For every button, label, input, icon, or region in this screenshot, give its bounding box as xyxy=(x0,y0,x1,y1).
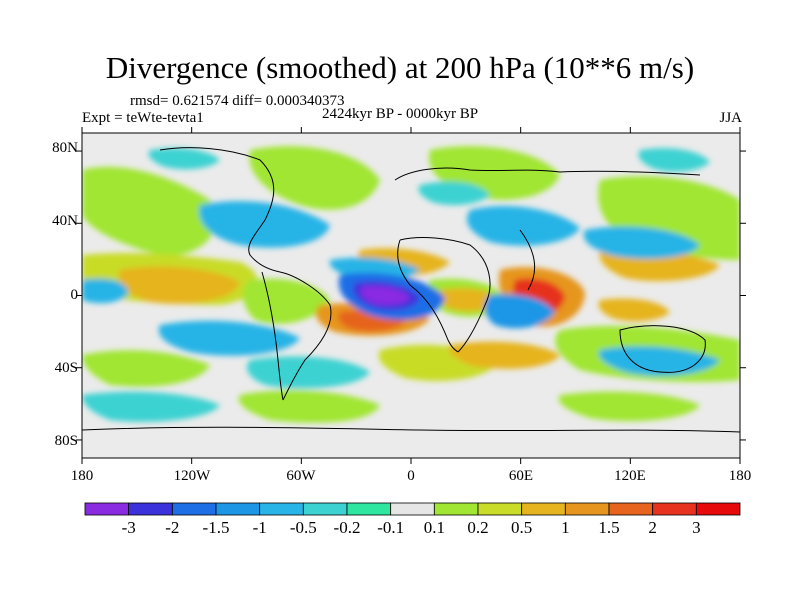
lon-label: 60W xyxy=(286,468,316,484)
colorbar xyxy=(84,502,741,516)
lon-label: 180 xyxy=(70,468,94,484)
blob xyxy=(638,148,710,172)
experiment-label: Expt = teWte-tevta1 xyxy=(82,110,204,126)
blob xyxy=(360,286,410,306)
colorbar-label: -0.2 xyxy=(333,518,361,537)
coastlines xyxy=(82,147,740,433)
axis-ticks xyxy=(76,127,746,464)
blob xyxy=(148,148,220,170)
colorbar-label: -3 xyxy=(121,518,136,537)
lat-label: 80S xyxy=(54,433,78,449)
blob xyxy=(249,146,380,210)
blob xyxy=(448,341,560,369)
coast-south-america-west xyxy=(261,271,284,401)
colorbar-swatch xyxy=(564,502,610,516)
colorbar-swatch xyxy=(608,502,654,516)
blob xyxy=(82,391,220,422)
blob xyxy=(243,278,330,324)
blob xyxy=(82,166,217,256)
coast-africa-west xyxy=(397,239,459,353)
blob xyxy=(484,294,555,329)
lon-label: 120E xyxy=(614,468,646,484)
blob xyxy=(418,181,490,206)
colorbar-swatch xyxy=(128,502,173,516)
divergence-field xyxy=(82,133,740,458)
colorbar-label: 0.1 xyxy=(423,518,445,537)
lat-label: 0 xyxy=(70,287,79,303)
colorbar-swatch xyxy=(84,502,130,516)
colorbar-swatch xyxy=(390,502,435,516)
colorbar-swatch xyxy=(215,502,261,516)
lon-label: 180 xyxy=(728,468,752,484)
colorbar-label: -2 xyxy=(165,518,180,537)
coast-australia xyxy=(619,325,706,373)
season-label: JJA xyxy=(719,110,742,126)
colorbar-swatch xyxy=(695,502,741,516)
lon-label: 60E xyxy=(508,468,534,484)
coast-antarctica xyxy=(82,426,740,433)
blob xyxy=(583,226,700,259)
coast-africa-east xyxy=(399,237,491,353)
colorbar-label: 1 xyxy=(561,518,570,537)
lon-label: 0 xyxy=(407,468,415,484)
blob xyxy=(82,278,129,304)
blob xyxy=(238,390,380,423)
contour-blobs xyxy=(82,146,740,423)
colorbar-label: 0.2 xyxy=(467,518,489,537)
coast-south-america xyxy=(279,271,332,401)
colorbar-swatch xyxy=(652,502,697,516)
colorbar-label: 1.5 xyxy=(598,518,620,537)
coast-india xyxy=(519,229,536,291)
stats-text: rmsd= 0.621574 diff= 0.000340373 xyxy=(130,93,345,109)
coast-eurasia xyxy=(394,167,701,181)
blob xyxy=(466,206,580,246)
blob xyxy=(598,298,670,322)
colorbar-label: 0.5 xyxy=(511,518,533,537)
plot-title: Divergence (smoothed) at 200 hPa (10**6 … xyxy=(105,50,695,85)
colorbar-swatch xyxy=(433,502,479,516)
colorbar-label: -1.5 xyxy=(202,518,230,537)
blob xyxy=(558,391,700,422)
colorbar-label: -1 xyxy=(252,518,267,537)
colorbar-swatch xyxy=(302,502,348,516)
colorbar-swatch xyxy=(346,502,392,516)
period-label: 2424kyr BP - 0000kyr BP xyxy=(322,106,479,122)
blob xyxy=(82,350,210,387)
colorbar-swatch xyxy=(521,502,566,516)
colorbar-label: 3 xyxy=(692,518,701,537)
colorbar-label: -0.1 xyxy=(377,518,405,537)
lat-label: 80N xyxy=(52,140,78,156)
blob xyxy=(199,201,330,248)
colorbar-swatch xyxy=(171,502,217,516)
blob xyxy=(598,346,720,376)
colorbar-label: -0.5 xyxy=(289,518,317,537)
colorbar-swatch xyxy=(477,502,523,516)
blob xyxy=(158,320,300,356)
lon-label: 120W xyxy=(173,468,211,484)
coast-north-america xyxy=(159,147,281,273)
colorbar-swatch xyxy=(259,502,304,516)
colorbar-label: 2 xyxy=(648,518,657,537)
lat-label: 40N xyxy=(52,213,78,229)
lat-label: 40S xyxy=(54,360,78,376)
blob xyxy=(118,266,240,304)
blob xyxy=(246,356,370,389)
